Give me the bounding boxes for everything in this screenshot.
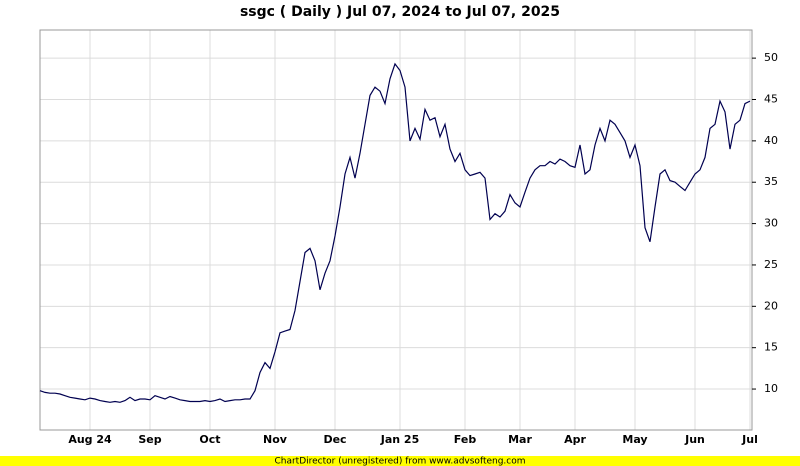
x-tick-label: Jan 25 [380, 433, 419, 446]
y-tick-label: 10 [764, 382, 778, 395]
x-tick-label: Mar [508, 433, 532, 446]
footer-band [0, 456, 800, 466]
price-line [39, 62, 751, 403]
plot-border [39, 29, 753, 431]
y-tick-label: 25 [764, 258, 778, 271]
x-tick-label: Dec [323, 433, 346, 446]
y-tick-label: 35 [764, 175, 778, 188]
x-tick-label: Jun [684, 433, 705, 446]
x-tick-label: Apr [564, 433, 586, 446]
x-tick-label: Aug 24 [68, 433, 112, 446]
x-tick-label: Oct [199, 433, 220, 446]
x-tick-label: Jul [741, 433, 758, 446]
x-tick-label: Feb [454, 433, 477, 446]
chart-title: ssgc ( Daily ) Jul 07, 2024 to Jul 07, 2… [240, 4, 560, 20]
y-tick-label: 50 [764, 51, 778, 64]
y-tick-label: 40 [764, 134, 778, 147]
x-tick-label: Nov [263, 433, 288, 446]
y-tick-label: 15 [764, 341, 778, 354]
y-tick-label: 20 [764, 299, 778, 312]
grid [40, 30, 752, 430]
x-tick-label: May [622, 433, 647, 446]
x-tick-label: Sep [138, 433, 161, 446]
y-tick-label: 45 [764, 92, 778, 105]
y-tick-label: 30 [764, 217, 778, 230]
footer: ChartDirector (unregistered) from www.ad… [274, 457, 525, 466]
